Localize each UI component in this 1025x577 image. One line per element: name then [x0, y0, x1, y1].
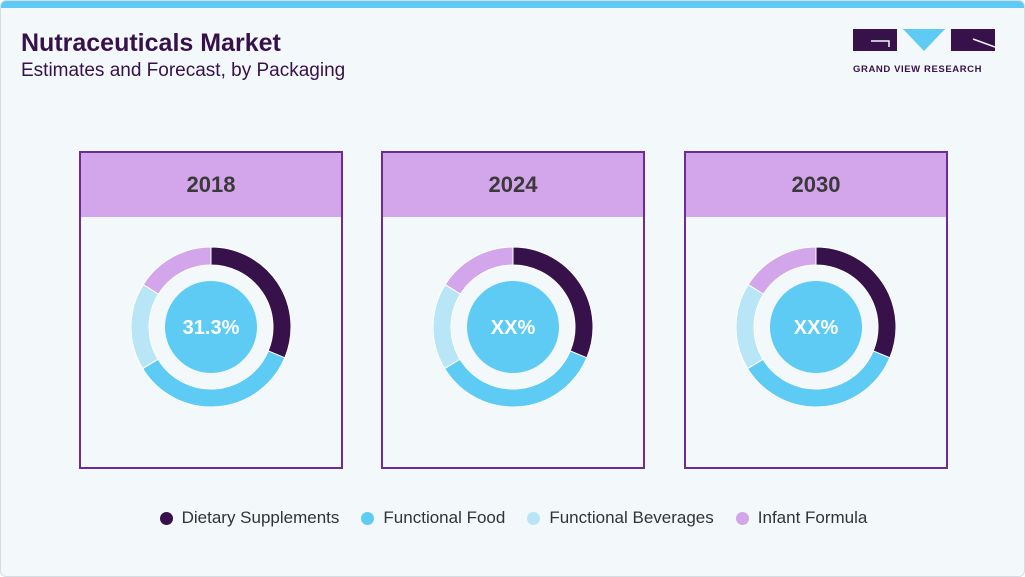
donut-slice-infant-formula [142, 247, 212, 295]
donut-center [770, 281, 862, 373]
donut-chart-2030: XX% [736, 247, 896, 407]
panel-2024: 2024 XX% [381, 151, 645, 469]
legend-item: Functional Beverages [527, 508, 714, 528]
donut-chart-2024: XX% [433, 247, 593, 407]
legend: Dietary Supplements Functional Food Func… [1, 508, 1024, 528]
legend-item: Functional Food [361, 508, 505, 528]
donut-slice-infant-formula [747, 247, 817, 295]
panel-2018: 2018 31.3% [79, 151, 343, 469]
donut-slice-functional-beverages [131, 283, 160, 370]
legend-dot [527, 511, 541, 525]
panel-year: 2024 [383, 153, 643, 217]
legend-item: Infant Formula [735, 508, 868, 528]
legend-label: Dietary Supplements [181, 508, 340, 527]
panel-year: 2030 [686, 153, 946, 217]
legend-dot [159, 511, 173, 525]
panel-2030: 2030 XX% [684, 151, 948, 469]
legend-label: Functional Food [383, 508, 506, 527]
chart-title: Nutraceuticals Market [21, 29, 281, 57]
top-accent-bar [1, 1, 1024, 8]
logo-text: GRAND VIEW RESEARCH [853, 64, 983, 75]
donut-center [467, 281, 559, 373]
donut-center-label: XX% [491, 317, 536, 339]
gvr-logo-icon [853, 29, 996, 51]
donut-slice-functional-beverages [433, 283, 462, 370]
panel-year: 2018 [81, 153, 341, 217]
donut-slice-functional-beverages [736, 283, 765, 370]
legend-label: Functional Beverages [549, 508, 714, 527]
legend-dot [361, 511, 375, 525]
grand-view-research-logo: GRAND VIEW RESEARCH [853, 29, 996, 75]
legend-dot [735, 511, 749, 525]
donut-slice-infant-formula [444, 247, 514, 295]
donut-center [165, 281, 257, 373]
legend-item: Dietary Supplements [159, 508, 340, 528]
chart-subtitle: Estimates and Forecast, by Packaging [21, 60, 346, 81]
donut-chart-2018: 31.3% [131, 247, 291, 407]
donut-center-label: XX% [794, 317, 839, 339]
legend-label: Infant Formula [757, 508, 868, 527]
donut-center-label: 31.3% [183, 317, 240, 339]
